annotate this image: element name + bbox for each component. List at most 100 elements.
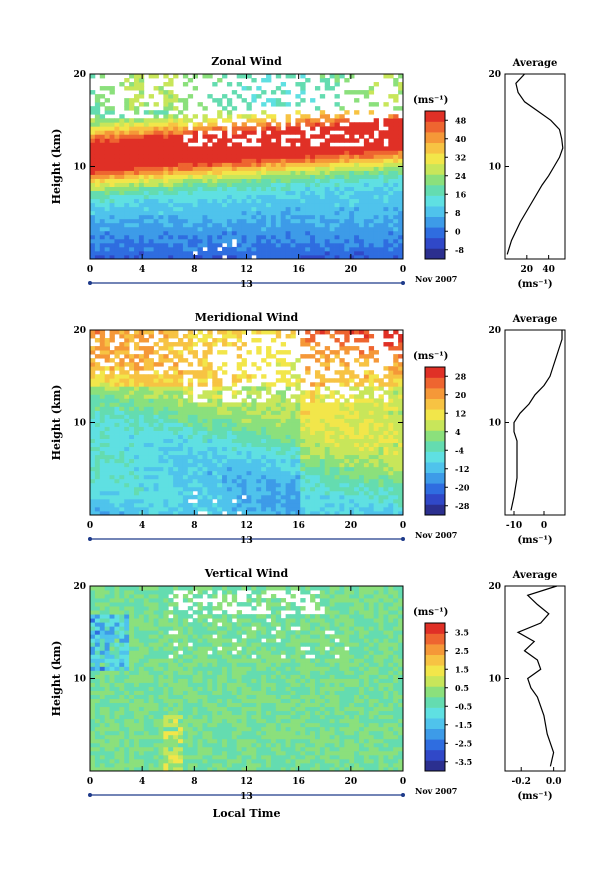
- heatmap-cell: [222, 230, 228, 236]
- heatmap-cell: [217, 194, 223, 200]
- heatmap-cell: [124, 426, 130, 431]
- heatmap-cell: [119, 126, 125, 131]
- heatmap-cell: [187, 442, 194, 448]
- heatmap-cell: [226, 482, 233, 488]
- heatmap-cell: [261, 434, 267, 439]
- heatmap-cell: [334, 470, 340, 476]
- heatmap-cell: [182, 414, 189, 419]
- heatmap-cell: [129, 242, 135, 248]
- heatmap-cell: [119, 382, 125, 387]
- heatmap-cell: [393, 118, 399, 123]
- heatmap-cell: [300, 158, 306, 163]
- heatmap-cell: [129, 382, 135, 387]
- heatmap-cell: [368, 402, 375, 407]
- heatmap-cell: [285, 458, 291, 464]
- heatmap-cell: [168, 174, 174, 179]
- heatmap-cell: [261, 110, 267, 115]
- heatmap-cell: [114, 502, 120, 508]
- heatmap-cell: [222, 210, 228, 216]
- heatmap-cell: [310, 394, 316, 399]
- heatmap-cell: [143, 154, 150, 159]
- heatmap-cell: [310, 418, 316, 423]
- heatmap-cell: [197, 374, 203, 379]
- heatmap-cell: [134, 438, 140, 444]
- heatmap-cell: [358, 462, 365, 468]
- heatmap-cell: [207, 150, 213, 155]
- heatmap-cell: [217, 450, 223, 456]
- heatmap-cell: [393, 442, 399, 448]
- heatmap-cell: [168, 474, 174, 480]
- heatmap-cell: [256, 462, 262, 468]
- heatmap-cell: [251, 510, 257, 516]
- heatmap-cell: [173, 502, 179, 508]
- heatmap-cell: [163, 410, 169, 415]
- heatmap-cell: [398, 426, 404, 431]
- heatmap-cell: [363, 498, 370, 504]
- heatmap-cell: [197, 158, 203, 163]
- heatmap-cell: [358, 234, 365, 240]
- heatmap-cell: [280, 198, 287, 204]
- heatmap-cell: [275, 142, 282, 147]
- heatmap-cell: [388, 222, 394, 228]
- heatmap-cell: [241, 234, 247, 240]
- heatmap-cell: [319, 158, 326, 163]
- heatmap-cell: [104, 110, 110, 115]
- heatmap-cell: [138, 374, 145, 379]
- heatmap-cell: [226, 230, 233, 236]
- heatmap-cell: [99, 182, 106, 188]
- heatmap-cell: [114, 450, 120, 456]
- heatmap-cell: [358, 478, 365, 484]
- heatmap-cell: [222, 350, 228, 355]
- colorbar-swatch: [425, 398, 445, 410]
- heatmap-cell: [129, 482, 135, 488]
- heatmap-cell: [90, 682, 96, 687]
- heatmap-cell: [231, 174, 238, 179]
- heatmap-cell: [266, 170, 272, 175]
- heatmap-cell: [314, 370, 321, 375]
- heatmap-cell: [251, 446, 257, 452]
- heatmap-cell: [363, 238, 370, 244]
- heatmap-cell: [314, 254, 321, 260]
- heatmap-cell: [90, 470, 96, 476]
- heatmap-cell: [231, 454, 238, 460]
- heatmap-cell: [178, 506, 184, 512]
- heatmap-cell: [119, 170, 125, 175]
- heatmap-cell: [334, 126, 340, 131]
- heatmap-cell: [373, 418, 379, 423]
- heatmap-cell: [148, 94, 154, 99]
- heatmap-cell: [319, 246, 326, 252]
- heatmap-cell: [256, 338, 262, 343]
- heatmap-cell: [383, 242, 389, 248]
- heatmap-cell: [192, 170, 198, 175]
- heatmap-cell: [295, 506, 301, 512]
- heatmap-cell: [290, 186, 296, 192]
- heatmap-cell: [119, 478, 125, 484]
- heatmap-cell: [231, 458, 238, 464]
- heatmap-cell: [173, 246, 179, 252]
- heatmap-cell: [339, 74, 345, 79]
- heatmap-cell: [290, 394, 296, 399]
- heatmap-cell: [305, 254, 311, 260]
- heatmap-cell: [339, 194, 345, 200]
- heatmap-cell: [256, 234, 262, 240]
- heatmap-cell: [300, 82, 306, 87]
- heatmap-cell: [99, 218, 106, 224]
- heatmap-cell: [163, 374, 169, 379]
- heatmap-cell: [207, 186, 213, 192]
- heatmap: [90, 74, 404, 260]
- heatmap-cell: [383, 214, 389, 220]
- heatmap-cell: [280, 174, 287, 179]
- heatmap-cell: [153, 162, 159, 167]
- heatmap-cell: [222, 466, 228, 472]
- heatmap-cell: [368, 394, 375, 399]
- heatmap-cell: [251, 506, 257, 512]
- heatmap-cell: [173, 182, 179, 188]
- heatmap-cell: [319, 238, 326, 244]
- heatmap-cell: [354, 478, 360, 484]
- heatmap-cell: [99, 330, 106, 335]
- heatmap-cell: [334, 490, 340, 496]
- heatmap-cell: [158, 410, 164, 415]
- heatmap-cell: [197, 382, 203, 387]
- heatmap-cell: [256, 478, 262, 484]
- heatmap-cell: [90, 214, 96, 220]
